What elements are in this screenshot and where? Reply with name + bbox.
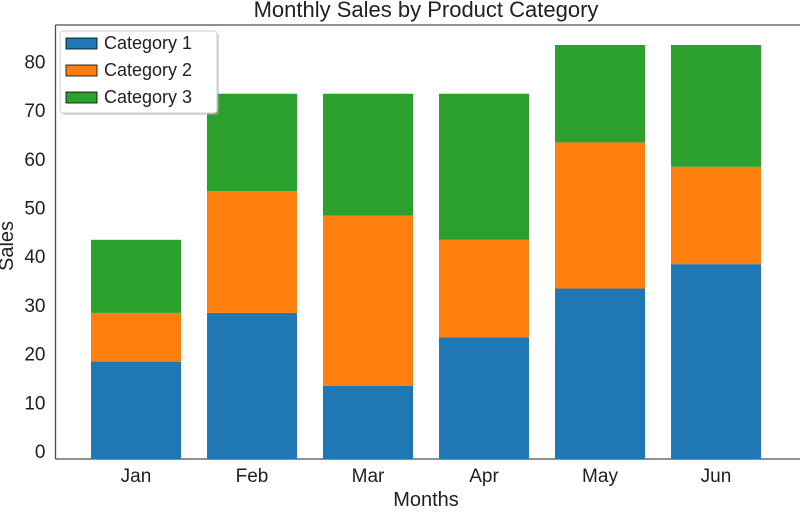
svg-text:May: May xyxy=(582,466,618,487)
svg-text:20: 20 xyxy=(24,345,45,366)
svg-text:Mar: Mar xyxy=(352,466,385,487)
svg-text:Apr: Apr xyxy=(469,466,499,487)
svg-text:Months: Months xyxy=(393,489,459,511)
svg-text:Monthly Sales by Product Categ: Monthly Sales by Product Category xyxy=(254,0,599,22)
svg-text:50: 50 xyxy=(24,199,45,220)
svg-text:40: 40 xyxy=(24,247,45,268)
svg-text:Category 3: Category 3 xyxy=(104,87,192,107)
svg-text:Feb: Feb xyxy=(236,466,269,487)
svg-text:10: 10 xyxy=(24,393,45,414)
svg-text:Sales: Sales xyxy=(0,221,18,271)
svg-text:60: 60 xyxy=(24,150,45,171)
svg-text:70: 70 xyxy=(24,101,45,122)
svg-text:30: 30 xyxy=(24,296,45,317)
svg-text:Jun: Jun xyxy=(701,466,732,487)
svg-text:Category 1: Category 1 xyxy=(104,33,192,53)
svg-text:80: 80 xyxy=(24,52,45,73)
svg-text:Jan: Jan xyxy=(121,466,152,487)
svg-text:0: 0 xyxy=(35,442,46,463)
svg-text:Category 2: Category 2 xyxy=(104,60,192,80)
